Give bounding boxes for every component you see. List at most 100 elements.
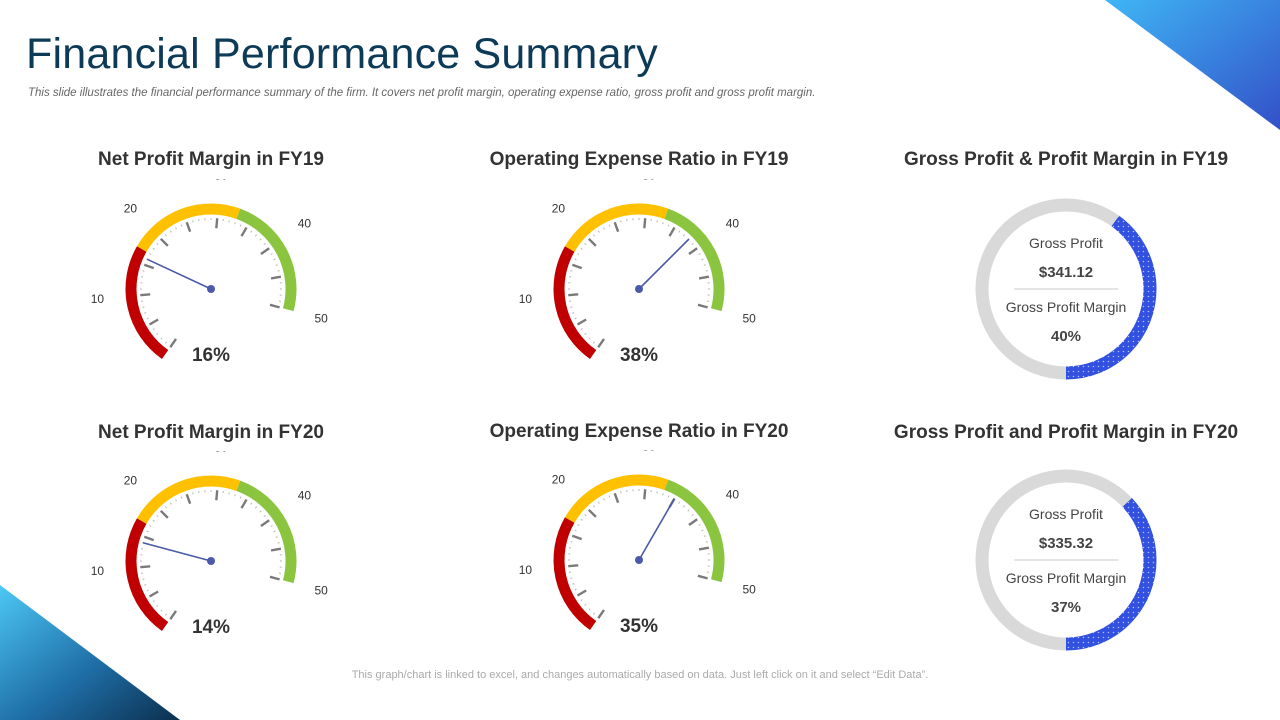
gauge-minor-tick xyxy=(592,341,596,344)
gauge-minor-tick xyxy=(250,230,253,233)
gauge-minor-tick xyxy=(656,220,658,223)
donut-margin-value: 37% xyxy=(1051,599,1081,616)
gauge-tick-label: 10 xyxy=(91,292,105,306)
gauge-minor-tick xyxy=(239,224,242,227)
gauge-major-tick xyxy=(597,338,605,348)
gauge-minor-tick xyxy=(574,258,577,261)
gauge-minor-tick xyxy=(164,341,168,344)
gauge-minor-tick xyxy=(682,505,686,508)
gauge-minor-tick xyxy=(577,253,580,255)
gauge-minor-tick xyxy=(263,514,266,518)
gauge-major-tick xyxy=(185,221,192,233)
chart-title-net-profit-fy19: Net Profit Margin in FY19 xyxy=(98,149,324,170)
gauge-minor-tick xyxy=(277,542,280,544)
gauge-minor-tick xyxy=(701,529,704,532)
gauge-major-tick xyxy=(270,275,282,280)
gauge-major-tick xyxy=(169,338,177,348)
gauge-minor-tick xyxy=(152,519,155,522)
gauge-tick-label: 50 xyxy=(742,583,756,597)
gauge-major-tick xyxy=(269,575,280,581)
gauge-major-tick xyxy=(668,226,676,237)
gauge-minor-tick xyxy=(678,501,681,504)
gauge-minor-tick xyxy=(164,613,168,616)
gauge-minor-tick xyxy=(580,599,583,602)
gauge-minor-tick xyxy=(570,306,573,308)
gauge-band-yellow xyxy=(564,203,669,252)
gauge-minor-tick xyxy=(228,492,230,495)
gauge-minor-tick xyxy=(570,270,573,272)
gauge-value-label: 14% xyxy=(192,617,230,638)
gauge-minor-tick xyxy=(254,506,258,509)
gauge-major-tick xyxy=(571,263,583,270)
gauge-minor-tick xyxy=(270,253,273,255)
gauge-minor-tick xyxy=(577,524,580,526)
gauge-minor-tick xyxy=(588,337,591,340)
gauge-tick-label: 30 xyxy=(642,179,656,182)
gauge-minor-tick xyxy=(620,220,622,223)
gauge-minor-tick xyxy=(597,501,600,504)
gauge-band-red xyxy=(125,518,169,632)
gauge-major-tick xyxy=(148,318,159,326)
gauge-major-tick xyxy=(140,565,151,569)
gauge-major-tick xyxy=(688,518,698,526)
gauge-tick-label: 40 xyxy=(726,217,740,231)
gauge-minor-tick xyxy=(180,496,183,499)
donut-value-arc xyxy=(975,198,1157,380)
gauge-minor-tick xyxy=(254,234,258,237)
gauge-minor-tick xyxy=(192,220,194,223)
donut-margin-label: Gross Profit Margin xyxy=(1006,570,1127,586)
gauge-tick-label: 30 xyxy=(642,450,656,453)
gauge-net-profit-margin-fy19: 0102030405016% xyxy=(91,179,328,366)
gauge-tick-label: 10 xyxy=(519,563,533,577)
gauge-band-green xyxy=(664,479,725,583)
gauge-operating-expense-ratio-fy19: 0102030405038% xyxy=(519,179,756,366)
gauge-band-green xyxy=(664,208,725,312)
gauge-minor-tick xyxy=(152,247,155,250)
gauge-minor-tick xyxy=(603,227,605,230)
gauge-minor-tick xyxy=(169,502,172,505)
gauge-minor-tick xyxy=(592,234,596,237)
gauge-major-tick xyxy=(215,490,219,501)
gauge-minor-tick xyxy=(572,583,575,585)
gauge-minor-tick xyxy=(678,230,681,233)
gauge-band-yellow xyxy=(136,203,241,252)
gauge-minor-tick xyxy=(656,491,658,494)
gauge-band-red xyxy=(125,246,169,360)
gauge-major-tick xyxy=(240,498,248,509)
gauge-tick-label: 10 xyxy=(91,564,105,578)
gauge-major-tick xyxy=(587,508,597,518)
gauge-minor-tick xyxy=(142,306,145,308)
gauge-major-tick xyxy=(169,610,177,620)
gauge-needle-hub xyxy=(635,556,643,564)
footer-note: This graph/chart is linked to excel, and… xyxy=(351,669,929,681)
gauge-minor-tick xyxy=(164,506,168,509)
gauge-minor-tick xyxy=(156,604,159,608)
gauge-minor-tick xyxy=(169,230,172,233)
gauge-value-label: 16% xyxy=(192,345,230,366)
gauge-band-yellow xyxy=(136,475,241,524)
gauge-major-tick xyxy=(260,519,270,527)
gauge-minor-tick xyxy=(259,238,262,241)
gauge-minor-tick xyxy=(180,224,183,227)
gauge-major-tick xyxy=(140,293,151,297)
gauge-minor-tick xyxy=(574,529,577,532)
gauge-tick-label: 30 xyxy=(214,451,228,454)
gauge-minor-tick xyxy=(580,328,583,331)
gauge-minor-tick xyxy=(584,332,587,336)
gauge-major-tick xyxy=(148,590,159,598)
gauge-major-tick xyxy=(568,293,579,297)
gauge-minor-tick xyxy=(142,578,145,580)
gauge-tick-label: 50 xyxy=(742,312,756,326)
gauge-minor-tick xyxy=(146,530,149,533)
gauge-major-tick xyxy=(260,247,270,255)
gauge-minor-tick xyxy=(603,498,605,501)
gauge-minor-tick xyxy=(144,312,147,314)
gauge-minor-tick xyxy=(275,264,278,266)
gauge-minor-tick xyxy=(259,510,262,513)
gauge-tick-label: 20 xyxy=(124,473,138,487)
gauge-minor-tick xyxy=(662,493,664,496)
gauge-minor-tick xyxy=(687,509,690,512)
gauge-needle xyxy=(638,238,690,290)
gauge-needle xyxy=(142,542,212,562)
gauge-major-tick xyxy=(587,237,597,247)
